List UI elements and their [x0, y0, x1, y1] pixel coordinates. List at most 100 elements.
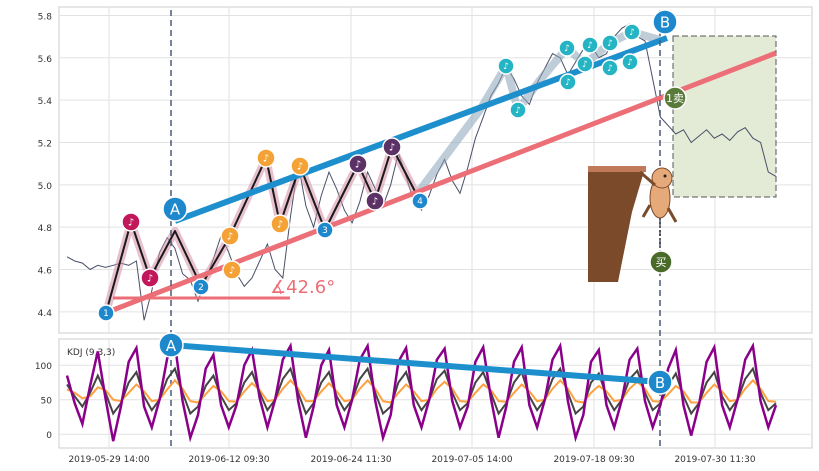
red-note-marker: ♪ — [121, 212, 141, 232]
cliff-top — [588, 166, 646, 172]
purple-note-marker-label: ♪ — [372, 197, 378, 208]
purple-note-marker-label: ♪ — [389, 143, 395, 154]
kdj-d-line — [66, 378, 777, 404]
red-note-marker-circle — [140, 268, 160, 288]
orange-note-marker-circle — [256, 148, 276, 168]
buy-signal-badge: 买 — [649, 250, 673, 274]
teal-note-marker-circle — [621, 53, 639, 71]
teal-note-marker-circle — [497, 57, 515, 75]
buy-signal-badge-circle — [649, 250, 673, 274]
teal-note-marker-label: ♪ — [587, 41, 593, 51]
kdj-legend: KDJ (9,3,3) — [67, 348, 115, 358]
wave-label-4-label: 4 — [417, 197, 423, 207]
wave-label-3-label: 3 — [322, 226, 328, 236]
point-b-marker-circle — [652, 9, 678, 35]
x-tick-label: 2019-05-29 14:00 — [68, 455, 149, 465]
x-tick-label: 2019-07-18 09:30 — [553, 455, 634, 465]
teal-note-marker: ♪ — [509, 101, 527, 119]
orange-note-marker-label: ♪ — [277, 220, 283, 231]
kdj-y-tick-label: 100 — [35, 362, 52, 372]
point-b-marker-label: B — [660, 13, 670, 31]
red-note-marker-label: ♪ — [147, 274, 153, 285]
point-b-marker: B — [652, 9, 678, 35]
kdj-point-b-label: B — [655, 374, 665, 392]
x-tick-label: 2019-06-12 09:30 — [188, 455, 269, 465]
wave-label-3-circle — [316, 221, 334, 239]
orange-note-marker: ♪ — [290, 156, 310, 176]
point-a-marker-label: A — [170, 200, 181, 218]
teal-note-marker: ♪ — [576, 55, 594, 73]
price-y-tick-label: 4.4 — [38, 309, 53, 319]
x-axis-ticks: 2019-05-29 14:00 2019-06-12 09:30 2019-06-… — [68, 455, 755, 465]
orange-note-marker-label: ♪ — [263, 154, 269, 165]
teal-note-marker-label: ♪ — [503, 62, 509, 72]
point-a-marker-circle — [162, 196, 188, 222]
teal-note-marker: ♪ — [601, 59, 619, 77]
teal-note-marker-label: ♪ — [607, 64, 613, 74]
teal-note-marker-label: ♪ — [565, 78, 571, 88]
orange-note-marker-circle — [222, 260, 242, 280]
price-y-tick-label: 4.8 — [38, 224, 53, 234]
purple-note-marker: ♪ — [382, 137, 402, 157]
purple-note-marker: ♪ — [348, 154, 368, 174]
wave-label-1-label: 1 — [103, 309, 109, 319]
price-markers: 1 2 3 4 ♪ ♪ ♪ ♪ ♪ ♪ ♪ ♪ ♪ ♪ ♪ ♪ ♪ ♪ ♪ ♪ ♪ ♪ ♪ ♪ A B 1卖买 — [97, 9, 687, 322]
purple-note-marker-label: ♪ — [355, 160, 361, 171]
wave-label-2-circle — [192, 278, 210, 296]
orange-note-marker-circle — [290, 156, 310, 176]
teal-note-marker-circle — [581, 36, 599, 54]
orange-note-marker: ♪ — [222, 260, 242, 280]
purple-note-marker-circle — [382, 137, 402, 157]
teal-note-marker: ♪ — [559, 73, 577, 91]
wave-label-3: 3 — [316, 221, 334, 239]
teal-note-marker-label: ♪ — [515, 106, 521, 116]
teal-note-marker-label: ♪ — [607, 39, 613, 49]
orange-note-marker: ♪ — [256, 148, 276, 168]
cliff-illustration — [588, 168, 645, 282]
teal-note-marker: ♪ — [601, 34, 619, 52]
kdj-point-a-label: A — [166, 337, 177, 355]
kdj-y-ticks: 0 50 100 — [35, 362, 52, 441]
kdj-k-line — [66, 366, 777, 416]
point-a-marker: A — [162, 196, 188, 222]
teal-note-marker: ♪ — [581, 36, 599, 54]
red-note-marker-circle — [121, 212, 141, 232]
red-note-marker: ♪ — [140, 268, 160, 288]
kdj-y-tick-label: 50 — [41, 397, 53, 407]
sell-signal-badge-label: 1卖 — [666, 92, 684, 105]
price-y-tick-label: 5.4 — [38, 97, 53, 107]
wave-label-2-label: 2 — [198, 283, 204, 293]
teal-note-marker-circle — [509, 101, 527, 119]
price-y-tick-label: 5.8 — [38, 12, 53, 22]
teal-note-marker-label: ♪ — [627, 58, 633, 68]
price-y-ticks: 4.4 4.6 4.8 5.0 5.2 5.4 5.6 5.8 — [38, 12, 53, 318]
sell-signal-badge: 1卖 — [663, 86, 687, 110]
teal-note-marker: ♪ — [621, 53, 639, 71]
teal-note-marker-label: ♪ — [582, 60, 588, 70]
x-tick-label: 2019-06-24 11:30 — [310, 455, 391, 465]
teal-note-marker-label: ♪ — [629, 28, 635, 38]
kdj-trendline — [170, 342, 661, 385]
purple-note-marker-circle — [348, 154, 368, 174]
buy-signal-badge-label: 买 — [656, 256, 667, 269]
dog-illustration — [639, 167, 678, 223]
teal-note-marker: ♪ — [497, 57, 515, 75]
sell-region-box — [672, 35, 777, 198]
teal-note-marker-circle — [601, 59, 619, 77]
x-tick-label: 2019-07-05 14:00 — [431, 455, 512, 465]
orange-note-marker: ♪ — [220, 226, 240, 246]
x-tick-label: 2019-07-30 11:30 — [674, 455, 755, 465]
purple-note-marker-circle — [365, 191, 385, 211]
wave-label-4: 4 — [411, 192, 429, 210]
price-y-tick-label: 5.2 — [38, 139, 52, 149]
wave-label-1: 1 — [97, 304, 115, 322]
teal-note-marker-circle — [623, 23, 641, 41]
sell-signal-badge-circle — [663, 86, 687, 110]
wave-label-2: 2 — [192, 278, 210, 296]
kdj-point-b: B — [647, 369, 673, 395]
kdj-j-line — [65, 340, 778, 443]
price-y-tick-label: 5.0 — [38, 182, 53, 192]
teal-note-marker-circle — [576, 55, 594, 73]
red-note-marker-label: ♪ — [128, 218, 134, 229]
